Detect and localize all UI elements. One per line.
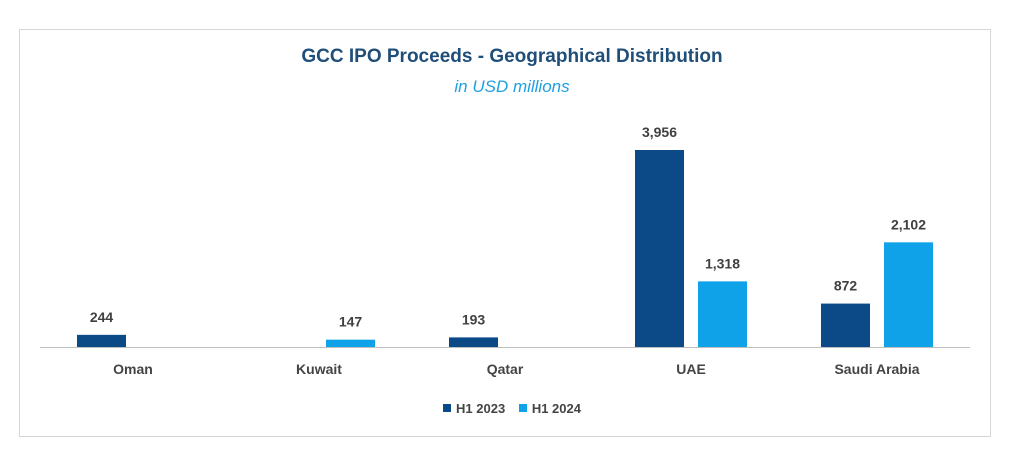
legend-swatch-h1-2023 [443, 404, 452, 412]
x-tick-label-kuwait: Kuwait [296, 361, 342, 377]
data-label-oman-h1-2023: 244 [90, 309, 114, 325]
data-label-uae-h1-2023: 3,956 [642, 124, 677, 140]
bar-qatar-h1-2023 [449, 337, 498, 347]
chart-legend: H1 2023 H1 2024 [0, 400, 1024, 416]
bar-oman-h1-2023 [77, 334, 126, 347]
chart-subtitle: in USD millions [454, 77, 570, 96]
data-label-saudi-arabia-h1-2023: 872 [834, 278, 858, 294]
bar-saudi-arabia-h1-2024 [884, 242, 933, 347]
data-label-saudi-arabia-h1-2024: 2,102 [891, 216, 926, 232]
chart-title: GCC IPO Proceeds - Geographical Distribu… [301, 46, 723, 67]
x-tick-label-uae: UAE [676, 361, 706, 377]
x-tick-label-oman: Oman [113, 361, 153, 377]
data-label-kuwait-h1-2024: 147 [339, 314, 363, 330]
x-tick-label-saudi-arabia: Saudi Arabia [834, 361, 919, 377]
legend-label-h1-2024: H1 2024 [531, 400, 581, 416]
data-label-uae-h1-2024: 1,318 [705, 255, 740, 271]
data-label-qatar-h1-2023: 193 [462, 311, 486, 327]
legend-swatch-h1-2024 [518, 404, 527, 412]
bar-saudi-arabia-h1-2023 [821, 303, 870, 347]
x-tick-label-qatar: Qatar [487, 361, 524, 377]
chart-frame [19, 29, 991, 437]
bar-kuwait-h1-2024 [326, 339, 375, 347]
bar-uae-h1-2023 [635, 150, 684, 347]
legend-item-h1-2024: H1 2024 [518, 400, 581, 416]
legend-label-h1-2023: H1 2023 [456, 400, 506, 416]
bar-uae-h1-2024 [698, 281, 747, 347]
legend-item-h1-2023: H1 2023 [443, 401, 505, 416]
